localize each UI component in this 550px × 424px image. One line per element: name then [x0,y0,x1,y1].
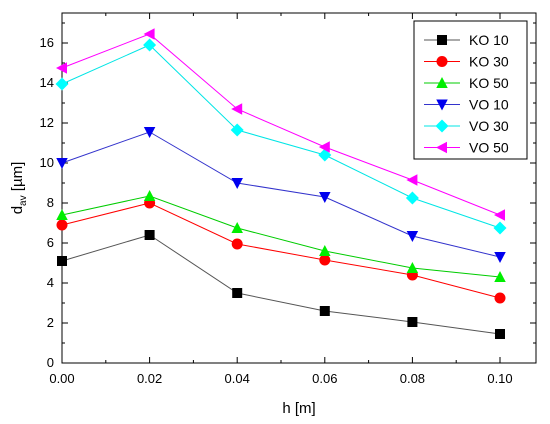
series-vo-50 [56,28,505,221]
data-point [57,256,67,266]
data-point [494,271,506,282]
data-point [231,178,243,189]
data-point [319,192,331,203]
x-tick-label: 0.04 [225,371,250,386]
data-point [56,62,67,74]
y-axis: 0 2 4 6 8 10 12 14 16 [40,22,536,370]
data-point [56,219,68,231]
x-tick-label: 0.02 [137,371,162,386]
series-line [61,234,501,335]
series-ko-50 [56,190,506,282]
y-axis-title: dav [µm] [9,162,29,215]
legend-marker [436,77,448,88]
data-point [406,231,419,242]
y-axis-title-unit: [µm] [9,162,26,196]
y-axis-title-main: d [9,206,26,214]
legend-label: VO 10 [469,97,509,113]
data-point [319,306,330,316]
legend-label: VO 30 [469,118,509,134]
legend-item: VO 50 [424,140,509,156]
data-point [232,288,243,298]
series-ko-30 [56,197,506,304]
x-tick-label: 0.00 [49,371,74,386]
x-tick-label: 0.08 [400,371,425,386]
y-tick-label: 0 [47,355,54,370]
legend-marker [436,141,447,154]
legend-marker [437,35,447,45]
legend-item: KO 30 [424,54,509,70]
series-vo-10 [56,127,506,263]
data-point [405,191,419,205]
legend-label: KO 50 [469,75,509,91]
y-tick-label: 4 [47,275,54,290]
data-point [143,190,156,201]
data-point [143,38,157,52]
y-tick-label: 10 [40,155,54,170]
data-point [56,158,68,169]
y-tick-label: 12 [40,115,54,130]
x-tick-label: 0.06 [312,371,337,386]
legend-item: KO 50 [424,75,509,91]
data-point [319,254,331,266]
series-line [61,131,501,258]
legend-marker [436,56,448,67]
y-tick-label: 8 [47,195,54,210]
plot-area [61,12,537,364]
y-tick-label: 2 [47,315,54,330]
legend-label: KO 10 [469,32,509,48]
legend-marker [436,99,448,111]
data-point [230,123,244,137]
x-axis-title: h [m] [282,400,315,417]
data-point [231,103,243,115]
legend-item: KO 10 [424,32,509,48]
series-vo-30 [55,38,507,235]
data-point [144,230,155,240]
legend: KO 10 KO 30 KO 50 VO 10 VO 30 VO 50 [413,20,528,160]
series-ko-10 [57,230,505,339]
y-tick-label: 6 [47,235,54,250]
legend-item: VO 10 [424,97,509,113]
x-tick-label: 0.10 [487,371,512,386]
legend-label: KO 30 [469,54,509,70]
data-point [494,209,505,221]
data-point [406,174,418,186]
legend-box [413,20,528,160]
data-point [495,329,505,339]
legend-item: VO 30 [424,118,509,134]
data-point [407,317,418,327]
data-point [494,292,506,304]
data-point [56,209,68,220]
series-line [61,44,501,229]
legend-label: VO 50 [469,140,509,156]
data-point [143,28,155,40]
data-point [406,262,419,273]
legend-marker [435,119,449,133]
data-point [494,252,506,263]
series-group [55,28,507,339]
data-point [318,141,330,153]
x-axis: 0.00 0.02 0.04 0.06 0.08 0.10 [49,13,513,386]
series-line [61,202,501,299]
data-point [231,222,243,233]
series-line [61,195,501,278]
y-axis-title-subscript: av [18,195,29,206]
data-point [143,127,156,138]
data-point [231,238,243,250]
y-tick-label: 14 [40,75,54,90]
data-point [493,221,507,235]
data-point [319,245,331,256]
y-tick-label: 16 [40,35,54,50]
series-line [61,33,501,216]
data-point [55,77,69,91]
